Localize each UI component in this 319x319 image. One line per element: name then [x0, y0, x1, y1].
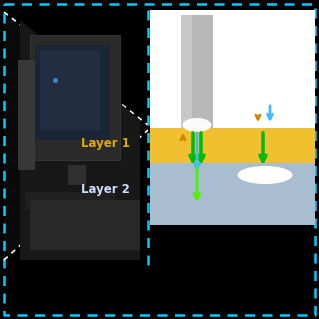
Ellipse shape — [182, 118, 211, 132]
Polygon shape — [4, 12, 148, 260]
Text: Layer 2: Layer 2 — [81, 183, 130, 197]
Text: Layer 1: Layer 1 — [81, 137, 130, 150]
Ellipse shape — [238, 166, 293, 184]
Bar — [150, 163, 315, 225]
Bar — [68, 165, 86, 185]
Bar — [181, 15, 213, 128]
Polygon shape — [40, 50, 100, 130]
Polygon shape — [30, 200, 140, 250]
Polygon shape — [30, 35, 120, 160]
Polygon shape — [18, 60, 35, 170]
Bar — [150, 10, 315, 225]
Polygon shape — [35, 45, 110, 140]
Polygon shape — [20, 20, 140, 260]
Bar — [25, 192, 115, 210]
Bar — [181, 15, 192, 128]
Bar — [150, 128, 315, 163]
